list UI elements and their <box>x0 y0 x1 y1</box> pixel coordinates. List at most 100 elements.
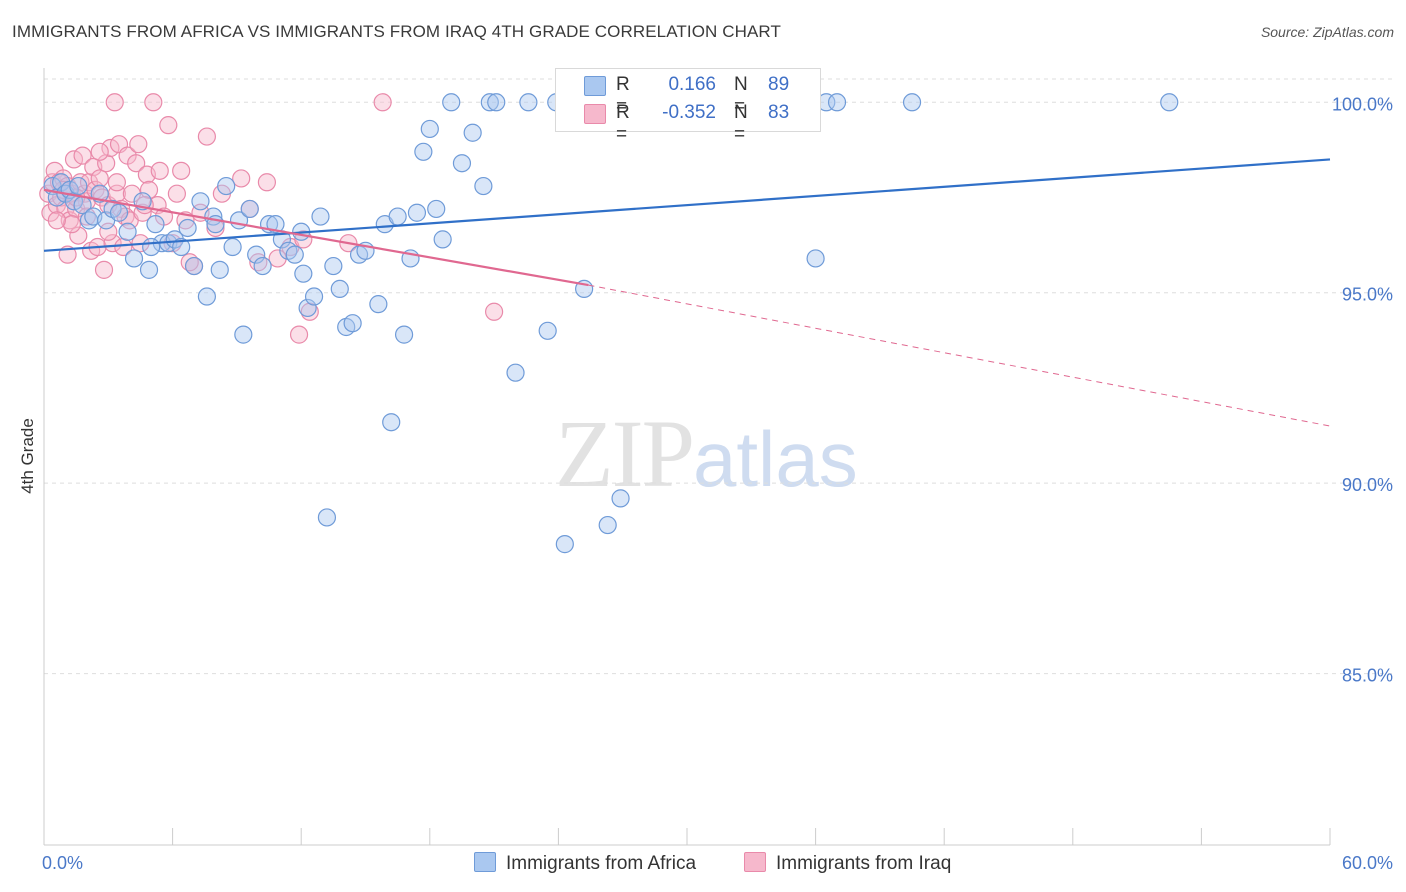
bottom-legend-iraq-label: Immigrants from Iraq <box>776 853 952 874</box>
africa-point <box>311 207 330 226</box>
iraq-point <box>41 203 60 222</box>
africa-point <box>487 93 506 112</box>
iraq-point <box>373 93 392 112</box>
legend-r-value: 0.166 <box>668 74 716 95</box>
africa-point <box>317 508 337 527</box>
y-axis-label: 4th Grade <box>18 418 37 494</box>
iraq-trend-extension <box>588 284 1331 427</box>
iraq-point <box>197 127 216 146</box>
africa-point <box>474 176 493 196</box>
africa-points <box>43 93 1179 554</box>
iraq-point <box>257 173 277 192</box>
africa-point <box>304 287 324 306</box>
x-tick-label: 60.0% <box>1342 853 1393 873</box>
africa-point <box>191 192 210 211</box>
africa-point <box>598 515 617 535</box>
iraq-point <box>69 226 88 245</box>
africa-point <box>611 489 630 508</box>
africa-point <box>324 256 343 276</box>
legend-n-label: N = <box>734 74 748 117</box>
africa-point <box>247 245 266 264</box>
legend-n-label: N = <box>734 102 748 145</box>
africa-point <box>124 249 144 268</box>
africa-point <box>827 93 847 112</box>
africa-point <box>420 119 439 139</box>
legend-r-label: R = <box>616 102 630 145</box>
africa-point <box>210 260 229 279</box>
legend-swatch-iraq <box>584 104 606 124</box>
iraq-point <box>90 169 109 188</box>
africa-point <box>388 207 407 226</box>
correlation-legend: R = 0.166 N = 89 R = -0.352 N = 83 <box>555 68 821 145</box>
africa-point <box>142 237 161 257</box>
africa-point <box>285 245 304 264</box>
legend-n-value: 89 <box>768 74 790 95</box>
africa-point <box>442 93 461 112</box>
africa-point <box>382 413 401 432</box>
iraq-point <box>144 93 163 112</box>
africa-point <box>480 93 499 112</box>
grid <box>44 78 1392 675</box>
africa-point <box>538 321 557 340</box>
africa-point <box>506 363 525 382</box>
iraq-point <box>150 161 169 180</box>
africa-point <box>217 176 236 196</box>
x-tick-label: 0.0% <box>42 853 83 873</box>
iraq-point <box>101 138 120 158</box>
africa-point <box>369 295 388 314</box>
africa-point <box>427 199 446 219</box>
africa-point <box>69 176 88 196</box>
africa-point <box>343 314 362 333</box>
africa-point <box>463 123 482 142</box>
bottom-swatch-africa <box>474 852 496 872</box>
iraq-point <box>73 146 92 165</box>
africa-point <box>266 215 285 234</box>
africa-point <box>172 237 191 257</box>
africa-point <box>519 93 538 112</box>
y-tick-label: 100.0% <box>1332 94 1393 114</box>
africa-point <box>433 230 452 249</box>
y-tick-label: 90.0% <box>1342 475 1393 495</box>
iraq-point <box>62 215 81 234</box>
africa-point <box>184 256 204 276</box>
bottom-legend-iraq: Immigrants from Iraq <box>744 852 951 875</box>
africa-point <box>1160 93 1179 112</box>
chart-title: IMMIGRANTS FROM AFRICA VS IMMIGRANTS FRO… <box>12 22 781 41</box>
source-credit: Source: ZipAtlas.com <box>1260 24 1394 40</box>
iraq-point <box>232 169 251 188</box>
iraq-point <box>107 173 126 192</box>
bottom-legend-africa-label: Immigrants from Africa <box>506 853 697 874</box>
africa-point <box>298 298 317 318</box>
africa-point <box>555 535 574 554</box>
iraq-point <box>485 302 504 321</box>
africa-point <box>178 218 197 238</box>
y-tick-label: 85.0% <box>1342 666 1393 686</box>
africa-point <box>806 249 825 268</box>
africa-point <box>902 93 922 112</box>
africa-point <box>452 154 472 173</box>
africa-point <box>139 260 159 279</box>
africa-point <box>146 215 165 234</box>
africa-point <box>234 325 253 344</box>
legend-n-value: 83 <box>768 102 790 123</box>
africa-point <box>394 325 414 344</box>
y-tick-label: 95.0% <box>1342 285 1393 305</box>
africa-trend-line <box>43 158 1331 252</box>
iraq-point <box>129 135 148 154</box>
bottom-legend-africa: Immigrants from Africa <box>474 852 696 875</box>
iraq-point <box>90 142 109 161</box>
iraq-point <box>99 222 118 241</box>
africa-point <box>407 203 427 222</box>
iraq-point <box>167 184 186 203</box>
legend-r-value: -0.352 <box>662 102 716 123</box>
iraq-point <box>94 260 114 279</box>
iraq-point <box>64 150 84 169</box>
africa-point <box>330 279 349 299</box>
africa-point <box>197 287 216 306</box>
watermark: ZIPatlas <box>555 398 858 509</box>
axes <box>43 68 1331 846</box>
iraq-point <box>172 161 191 180</box>
iraq-point <box>289 325 309 344</box>
trend-lines <box>43 158 1331 427</box>
